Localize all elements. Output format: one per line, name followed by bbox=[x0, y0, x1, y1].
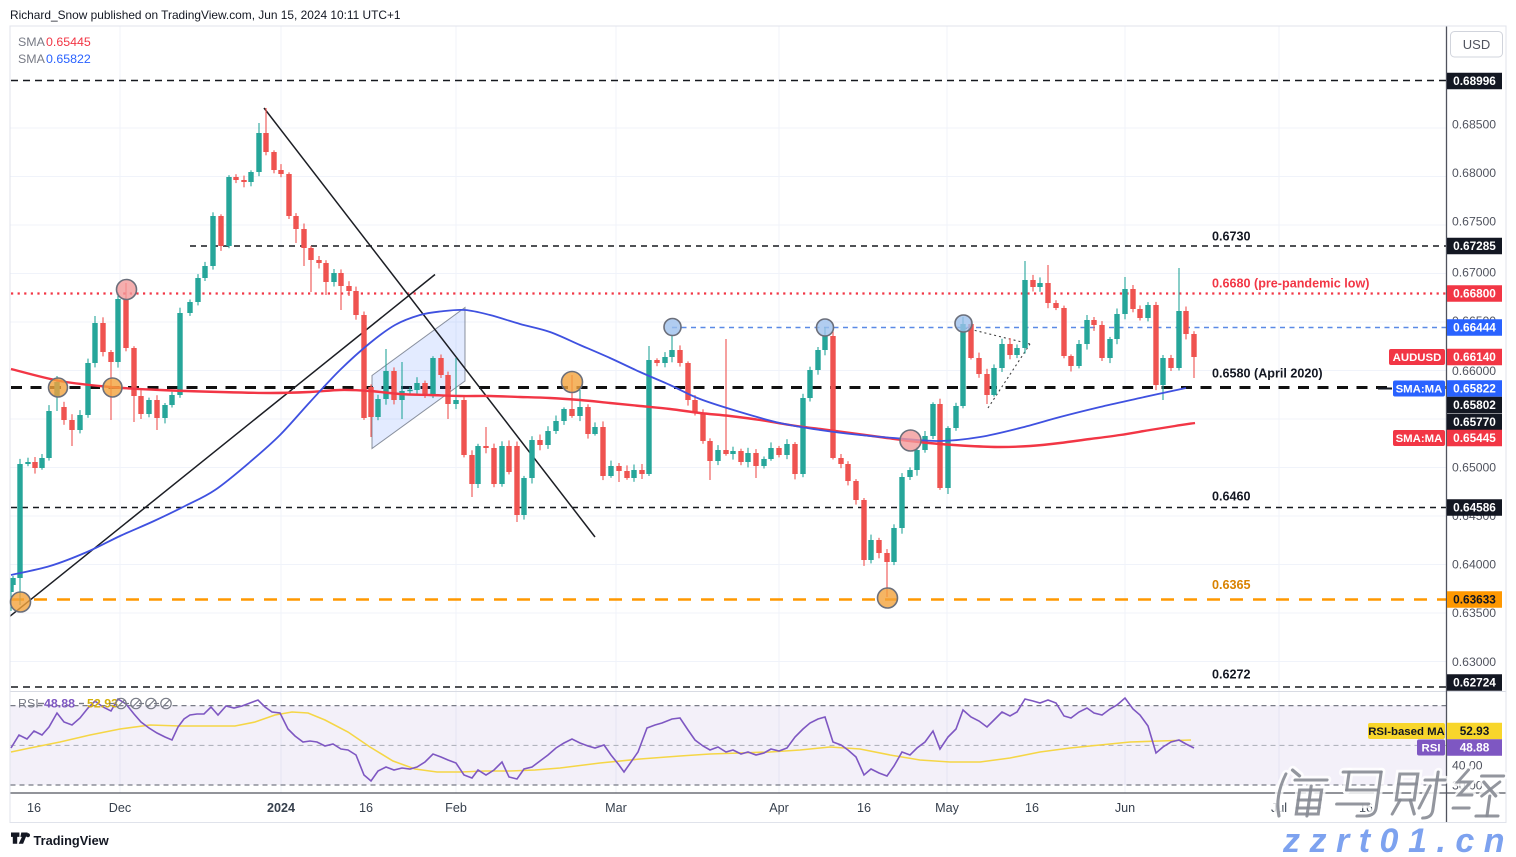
svg-text:48.88: 48.88 bbox=[44, 697, 75, 711]
svg-text:0.64586: 0.64586 bbox=[1453, 501, 1496, 515]
svg-text:0.6460: 0.6460 bbox=[1212, 490, 1251, 504]
svg-text:16: 16 bbox=[359, 801, 373, 815]
svg-text:0.62724: 0.62724 bbox=[1453, 676, 1496, 690]
svg-text:0.68000: 0.68000 bbox=[1452, 166, 1496, 180]
svg-text:Jun: Jun bbox=[1115, 801, 1135, 815]
svg-text:0.65000: 0.65000 bbox=[1452, 460, 1496, 474]
svg-text:0.67000: 0.67000 bbox=[1452, 265, 1496, 279]
svg-text:0.64000: 0.64000 bbox=[1452, 557, 1496, 571]
svg-text:Dec: Dec bbox=[109, 801, 131, 815]
svg-text:0.65770: 0.65770 bbox=[1453, 415, 1496, 429]
svg-text:16: 16 bbox=[857, 801, 871, 815]
svg-text:0.68996: 0.68996 bbox=[1453, 74, 1496, 88]
svg-text:0.65822: 0.65822 bbox=[46, 52, 91, 66]
svg-text:0.63633: 0.63633 bbox=[1453, 593, 1496, 607]
svg-text:Feb: Feb bbox=[445, 801, 467, 815]
svg-text:May: May bbox=[935, 801, 959, 815]
svg-text:0.66444: 0.66444 bbox=[1453, 321, 1496, 335]
svg-text:48.88: 48.88 bbox=[1460, 741, 1490, 755]
svg-text:RSI-based MA: RSI-based MA bbox=[1368, 726, 1445, 738]
svg-text:16: 16 bbox=[27, 801, 41, 815]
svg-text:0.65802: 0.65802 bbox=[1453, 398, 1496, 412]
svg-text:52.93: 52.93 bbox=[87, 697, 118, 711]
svg-text:SMA: SMA bbox=[18, 35, 46, 49]
svg-text:0.67285: 0.67285 bbox=[1453, 239, 1496, 253]
svg-text:0.68500: 0.68500 bbox=[1452, 117, 1496, 131]
svg-text:0.65445: 0.65445 bbox=[46, 35, 91, 49]
svg-text:0.63500: 0.63500 bbox=[1452, 606, 1496, 620]
svg-text:0.6580 (April 2020): 0.6580 (April 2020) bbox=[1212, 367, 1323, 381]
svg-text:40.00: 40.00 bbox=[1452, 759, 1483, 773]
svg-text:0.65822: 0.65822 bbox=[1453, 382, 1496, 396]
svg-text:0.6365: 0.6365 bbox=[1212, 578, 1251, 592]
svg-text:0.63000: 0.63000 bbox=[1452, 655, 1496, 669]
svg-text:SMA: SMA bbox=[18, 52, 46, 66]
svg-text:RSI: RSI bbox=[18, 697, 39, 711]
svg-text:SMA:MA: SMA:MA bbox=[1396, 433, 1443, 445]
svg-text:zzrt01.cn: zzrt01.cn bbox=[1282, 822, 1514, 857]
svg-text:52.93: 52.93 bbox=[1460, 724, 1490, 738]
svg-text:0.66800: 0.66800 bbox=[1453, 287, 1496, 301]
svg-text:0.6680 (pre-pandemic low): 0.6680 (pre-pandemic low) bbox=[1212, 277, 1369, 291]
svg-text:0.66000: 0.66000 bbox=[1452, 364, 1496, 378]
svg-text:Mar: Mar bbox=[605, 801, 627, 815]
svg-text:0.65445: 0.65445 bbox=[1453, 431, 1496, 445]
svg-text:Richard_Snow published on Trad: Richard_Snow published on TradingView.co… bbox=[10, 8, 401, 22]
svg-text:Apr: Apr bbox=[769, 801, 789, 815]
svg-text:0.66140: 0.66140 bbox=[1453, 350, 1496, 364]
svg-text:16: 16 bbox=[1025, 801, 1039, 815]
svg-text:TradingView: TradingView bbox=[34, 833, 109, 848]
svg-text:0.67500: 0.67500 bbox=[1452, 214, 1496, 228]
svg-text:RSI: RSI bbox=[1422, 743, 1441, 755]
svg-text:USD: USD bbox=[1463, 37, 1490, 52]
svg-text:2024: 2024 bbox=[267, 801, 295, 815]
svg-text:0.6730: 0.6730 bbox=[1212, 230, 1251, 244]
svg-text:SMA:MA: SMA:MA bbox=[1396, 384, 1443, 396]
svg-text:AUDUSD: AUDUSD bbox=[1393, 352, 1442, 364]
svg-text:0.6272: 0.6272 bbox=[1212, 668, 1251, 682]
